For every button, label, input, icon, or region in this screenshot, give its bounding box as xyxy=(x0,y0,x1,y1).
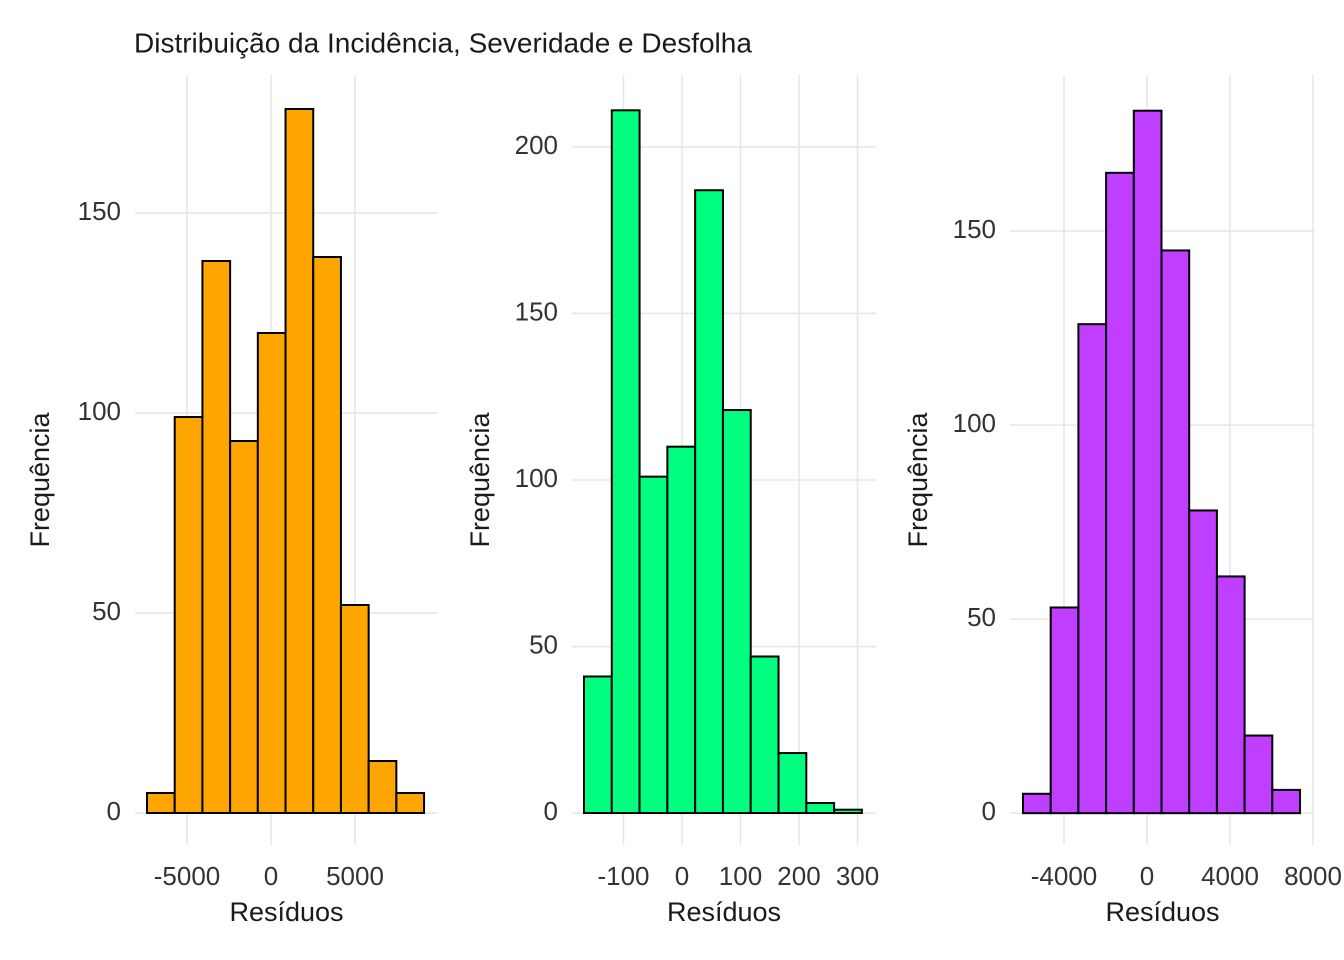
x-tick-label: 200 xyxy=(777,861,820,891)
y-tick-label: 100 xyxy=(515,463,558,493)
x-tick-label: 5000 xyxy=(326,861,384,891)
y-tick-label: 0 xyxy=(982,796,996,826)
y-tick-label: 50 xyxy=(92,596,121,626)
x-tick-label: 0 xyxy=(1140,861,1154,891)
bar xyxy=(339,604,370,814)
y-tick-label: 150 xyxy=(953,214,996,244)
x-axis-title: Resíduos xyxy=(229,897,343,927)
x-tick-label: -100 xyxy=(597,861,649,891)
bar xyxy=(805,802,836,815)
bar xyxy=(777,752,808,815)
x-tick-label: 300 xyxy=(836,861,879,891)
bar xyxy=(1077,323,1108,815)
y-tick-label: 50 xyxy=(967,602,996,632)
bar xyxy=(638,475,669,815)
x-tick-label: 8000 xyxy=(1284,861,1342,891)
bar xyxy=(833,808,863,815)
y-tick-label: 50 xyxy=(529,629,558,659)
y-tick-label: 150 xyxy=(515,296,558,326)
bar xyxy=(173,416,204,814)
bar xyxy=(1243,734,1274,815)
y-tick-label: 150 xyxy=(78,196,121,226)
bar xyxy=(146,792,176,814)
y-tick-label: 100 xyxy=(953,408,996,438)
x-axis-title: Resíduos xyxy=(1105,897,1219,927)
bar xyxy=(694,189,724,815)
bar xyxy=(1049,606,1080,815)
bar xyxy=(1271,788,1302,815)
bar xyxy=(749,655,780,815)
y-tick-label: 200 xyxy=(515,130,558,160)
x-tick-label: 0 xyxy=(675,861,689,891)
bar xyxy=(666,445,697,815)
bar xyxy=(1160,249,1191,815)
bar xyxy=(256,332,287,814)
y-tick-label: 100 xyxy=(78,396,121,426)
x-tick-label: -4000 xyxy=(1031,861,1098,891)
y-tick-label: 0 xyxy=(107,796,121,826)
x-axis-title: Resíduos xyxy=(667,897,781,927)
chart-title: Distribuição da Incidência, Severidade e… xyxy=(134,27,752,58)
x-tick-label: 0 xyxy=(264,861,278,891)
bar xyxy=(610,109,641,815)
bar xyxy=(1215,575,1246,815)
x-tick-label: 100 xyxy=(719,861,762,891)
bar xyxy=(395,792,426,814)
bar xyxy=(367,760,398,814)
bar xyxy=(721,409,752,815)
bar xyxy=(1105,171,1135,815)
x-tick-label: -5000 xyxy=(154,861,221,891)
x-tick-label: 4000 xyxy=(1201,861,1259,891)
bar xyxy=(201,260,232,814)
y-tick-label: 0 xyxy=(544,796,558,826)
bar xyxy=(582,675,613,815)
y-axis-title: Frequência xyxy=(903,411,933,547)
bar xyxy=(1188,509,1218,815)
bar xyxy=(1132,109,1163,815)
y-axis-title: Frequência xyxy=(465,411,495,547)
bar xyxy=(312,256,342,814)
y-axis-title: Frequência xyxy=(25,411,55,547)
bar xyxy=(229,440,259,814)
bar xyxy=(284,108,315,814)
bar xyxy=(1021,792,1052,815)
